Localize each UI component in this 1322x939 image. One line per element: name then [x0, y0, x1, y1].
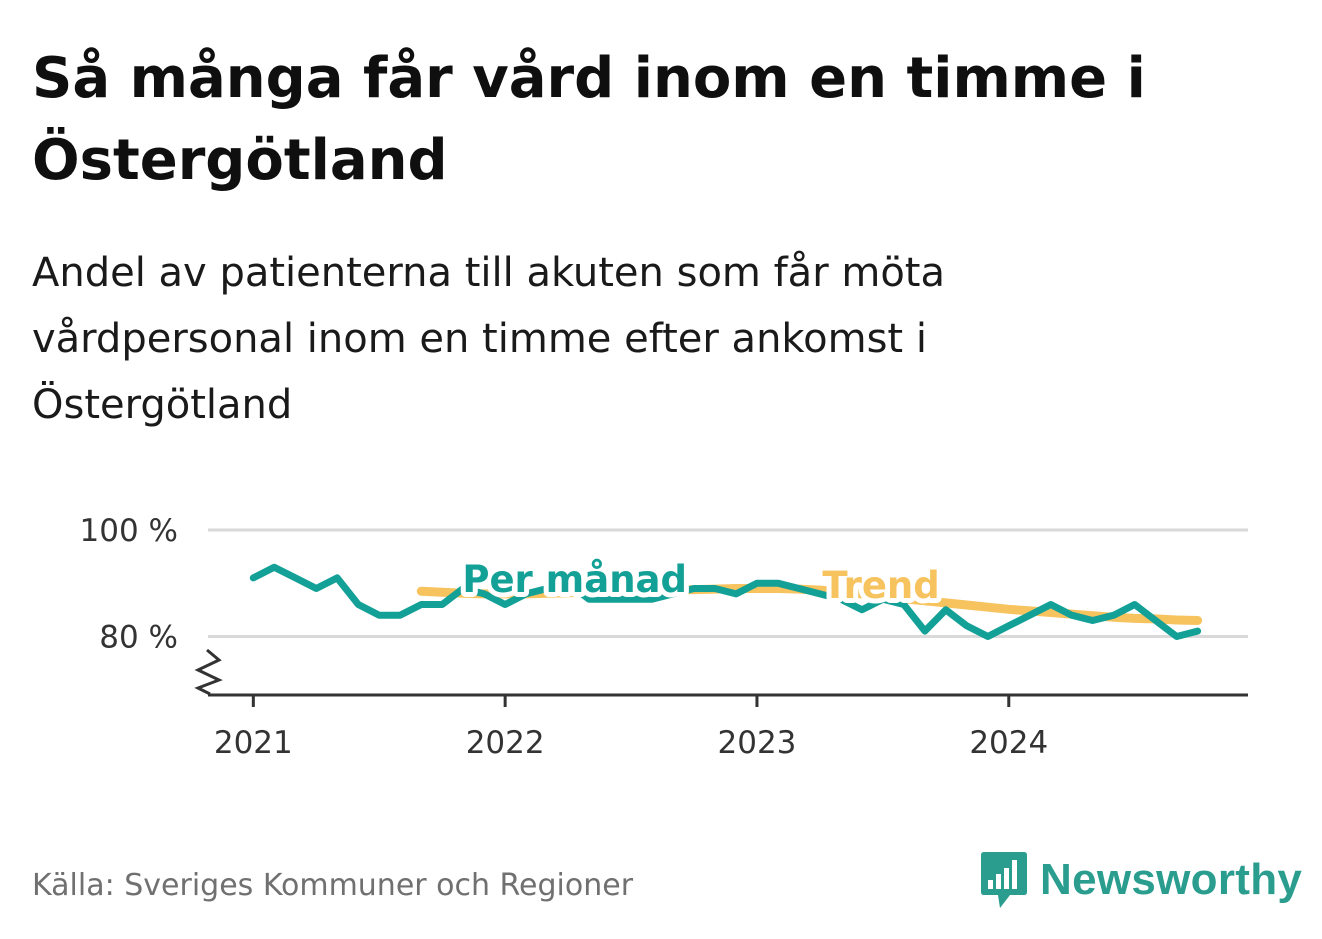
- series-label-trend: Trend: [822, 564, 939, 607]
- newsworthy-logo-icon: [981, 852, 1027, 908]
- y-tick-label: 80 %: [99, 619, 178, 655]
- chart-title: Så många får vård inom en timme i Österg…: [32, 46, 1146, 193]
- brand-name: Newsworthy: [1040, 855, 1303, 904]
- axis-break-icon: [194, 648, 223, 696]
- x-tick-label: 2023: [718, 725, 797, 761]
- brand-logo: Newsworthy: [980, 848, 1302, 912]
- source-note: Källa: Sveriges Kommuner och Regioner: [32, 868, 634, 903]
- y-tick-label: 100 %: [80, 513, 178, 549]
- chart-subtitle: Andel av patienterna till akuten som får…: [32, 250, 945, 428]
- series-label-per-manad: Per månad: [462, 558, 687, 601]
- x-tick-label: 2022: [466, 725, 545, 761]
- x-tick-label: 2021: [214, 725, 293, 761]
- x-tick-label: 2024: [969, 725, 1048, 761]
- line-chart: 100 % 80 % 2021 2022 2023 2024 Per månad Trend: [80, 513, 1248, 761]
- series-line-per-manad: [249, 563, 1202, 640]
